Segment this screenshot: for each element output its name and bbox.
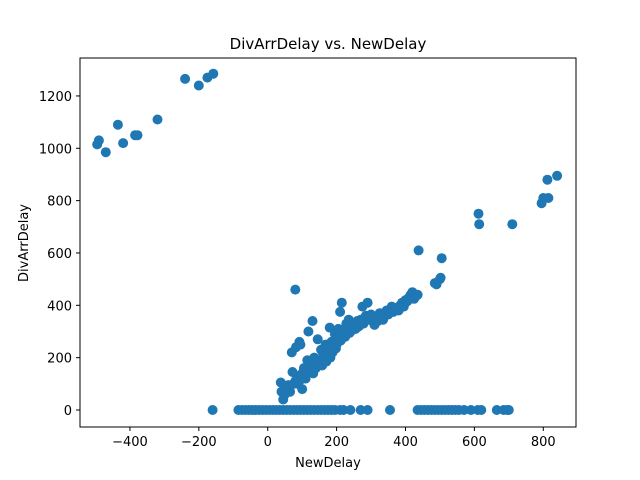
- y-tick-label: 600: [47, 247, 72, 262]
- data-point: [335, 306, 346, 317]
- data-point: [473, 208, 484, 219]
- data-point: [476, 405, 487, 415]
- data-point: [180, 73, 191, 84]
- data-point: [303, 326, 314, 337]
- data-point: [132, 130, 143, 141]
- y-tick-label: 800: [47, 195, 72, 210]
- data-point: [112, 119, 123, 130]
- data-point: [507, 219, 518, 230]
- data-point: [385, 405, 395, 415]
- data-point: [355, 405, 366, 415]
- x-tick-label: 800: [531, 435, 556, 450]
- data-point: [345, 405, 356, 415]
- data-point: [300, 373, 311, 384]
- x-tick-label: −400: [112, 435, 148, 450]
- x-tick-label: 400: [393, 435, 418, 450]
- y-tick-label: 1200: [39, 90, 72, 105]
- x-tick-label: −200: [181, 435, 217, 450]
- data-point: [295, 339, 306, 350]
- data-point: [413, 245, 424, 256]
- x-tick-label: 0: [264, 435, 272, 450]
- data-point: [93, 135, 104, 146]
- data-point: [491, 405, 502, 415]
- data-point: [436, 253, 447, 264]
- y-tick-label: 400: [47, 299, 72, 314]
- data-point: [312, 334, 323, 345]
- data-points: [92, 68, 563, 415]
- y-tick-label: 0: [64, 404, 72, 419]
- data-point: [100, 147, 111, 158]
- data-point: [207, 405, 218, 415]
- data-point: [542, 174, 553, 185]
- y-tick-label: 200: [47, 352, 72, 367]
- x-axis: −400 −200 0 200 400 600 800: [112, 427, 556, 450]
- data-point: [465, 405, 476, 415]
- x-axis-title: NewDelay: [295, 456, 361, 471]
- data-point: [208, 68, 219, 79]
- data-point: [362, 405, 373, 415]
- data-point: [118, 138, 129, 149]
- data-point: [338, 405, 349, 415]
- data-point: [193, 80, 204, 91]
- x-tick-label: 200: [324, 435, 349, 450]
- data-point: [552, 170, 563, 181]
- plot-frame: [79, 57, 577, 428]
- y-axis-title: DivArrDelay: [17, 204, 32, 282]
- data-point: [307, 316, 318, 326]
- data-point: [474, 219, 485, 230]
- data-point: [290, 284, 301, 295]
- data-point: [503, 405, 514, 415]
- data-point: [152, 114, 163, 125]
- x-tick-label: 600: [462, 435, 487, 450]
- y-axis: 0 200 400 600 800 1000 1200: [39, 90, 80, 419]
- y-tick-label: 1000: [39, 142, 72, 157]
- data-point: [412, 289, 423, 300]
- data-point: [435, 272, 446, 283]
- chart-title: DivArrDelay vs. NewDelay: [230, 35, 427, 53]
- data-point: [297, 384, 308, 395]
- data-point: [336, 297, 347, 308]
- data-point: [362, 297, 373, 308]
- data-point: [285, 386, 296, 397]
- data-point: [543, 193, 554, 203]
